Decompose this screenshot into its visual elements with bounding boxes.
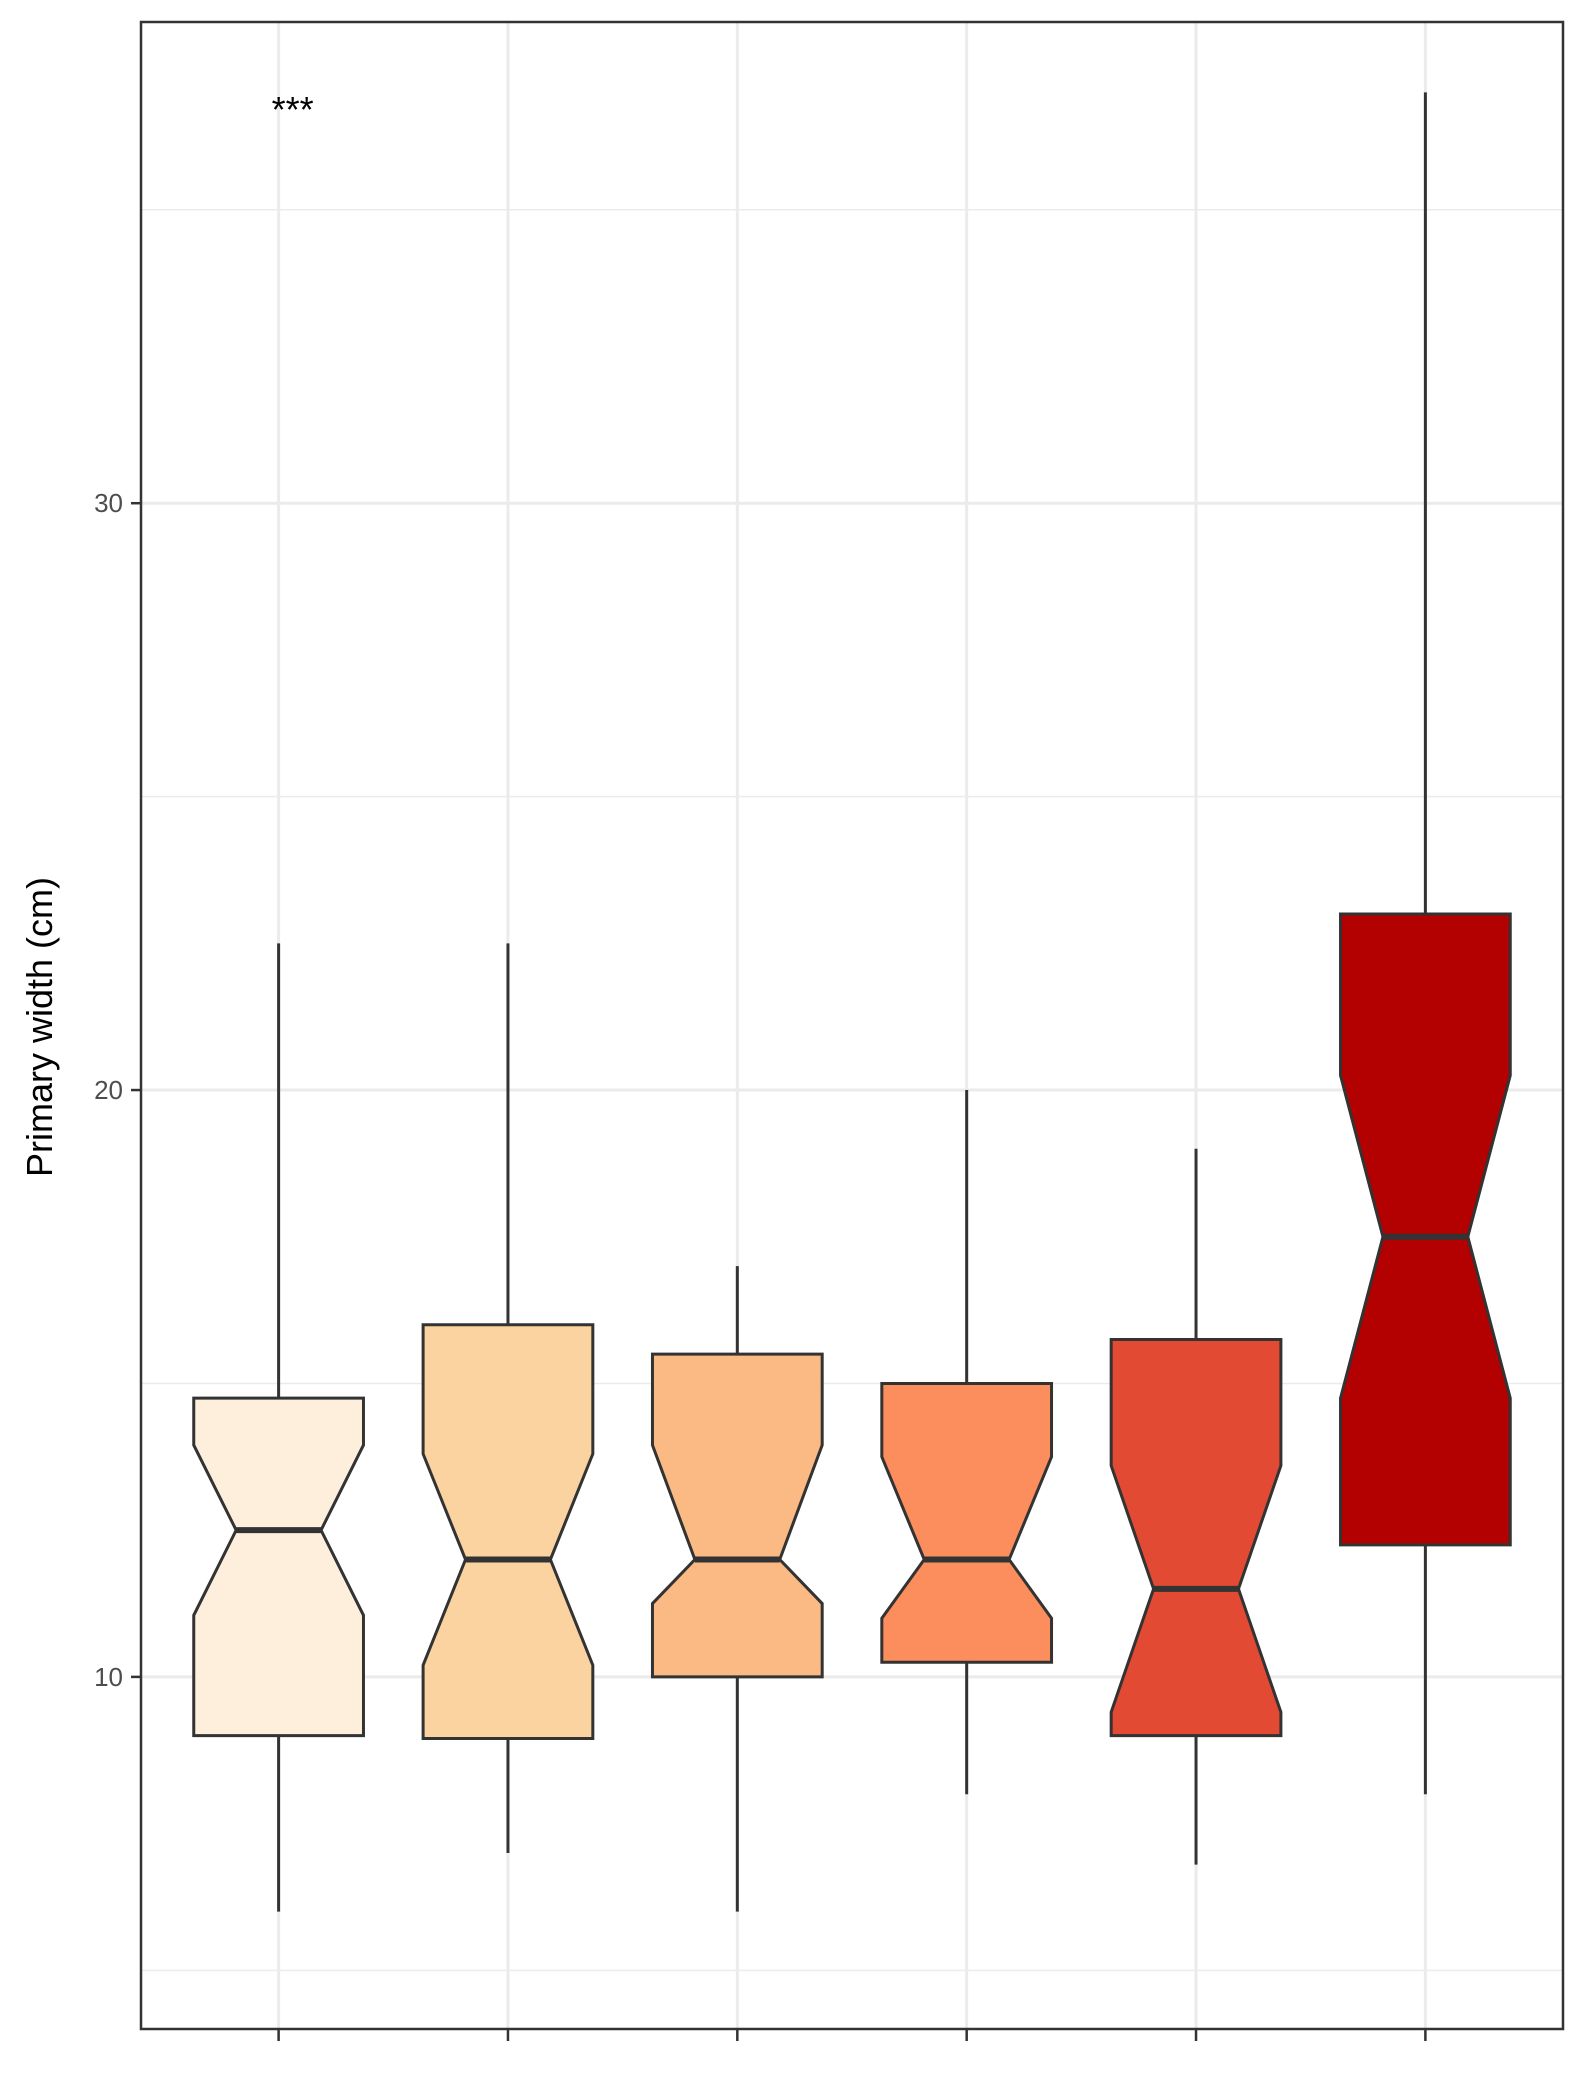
plot-panel-border <box>139 20 1565 2031</box>
y-tick-label: 10 <box>94 1662 123 1692</box>
y-tick-label: 20 <box>94 1075 123 1105</box>
significance-annotation: *** <box>272 89 314 130</box>
notched-box <box>192 1396 365 1738</box>
box-group-1 <box>192 943 365 1912</box>
notched-box <box>421 1323 595 1741</box>
box-group-3 <box>650 1266 824 1912</box>
box-group-4 <box>880 1090 1054 1795</box>
y-tick-label: 30 <box>94 488 123 518</box>
axes-layer: 10 20 30 <box>94 488 1427 2041</box>
notched-box <box>1339 912 1512 1547</box>
box-group-2 <box>421 943 595 1853</box>
notched-box <box>1109 1337 1283 1738</box>
box-group-5 <box>1109 1148 1283 1865</box>
boxes-layer <box>192 92 1512 1912</box>
notched-box <box>650 1352 824 1679</box>
box-group-6 <box>1339 92 1512 1795</box>
y-axis-title: Primary width (cm) <box>19 877 60 1177</box>
notched-box <box>880 1381 1054 1664</box>
